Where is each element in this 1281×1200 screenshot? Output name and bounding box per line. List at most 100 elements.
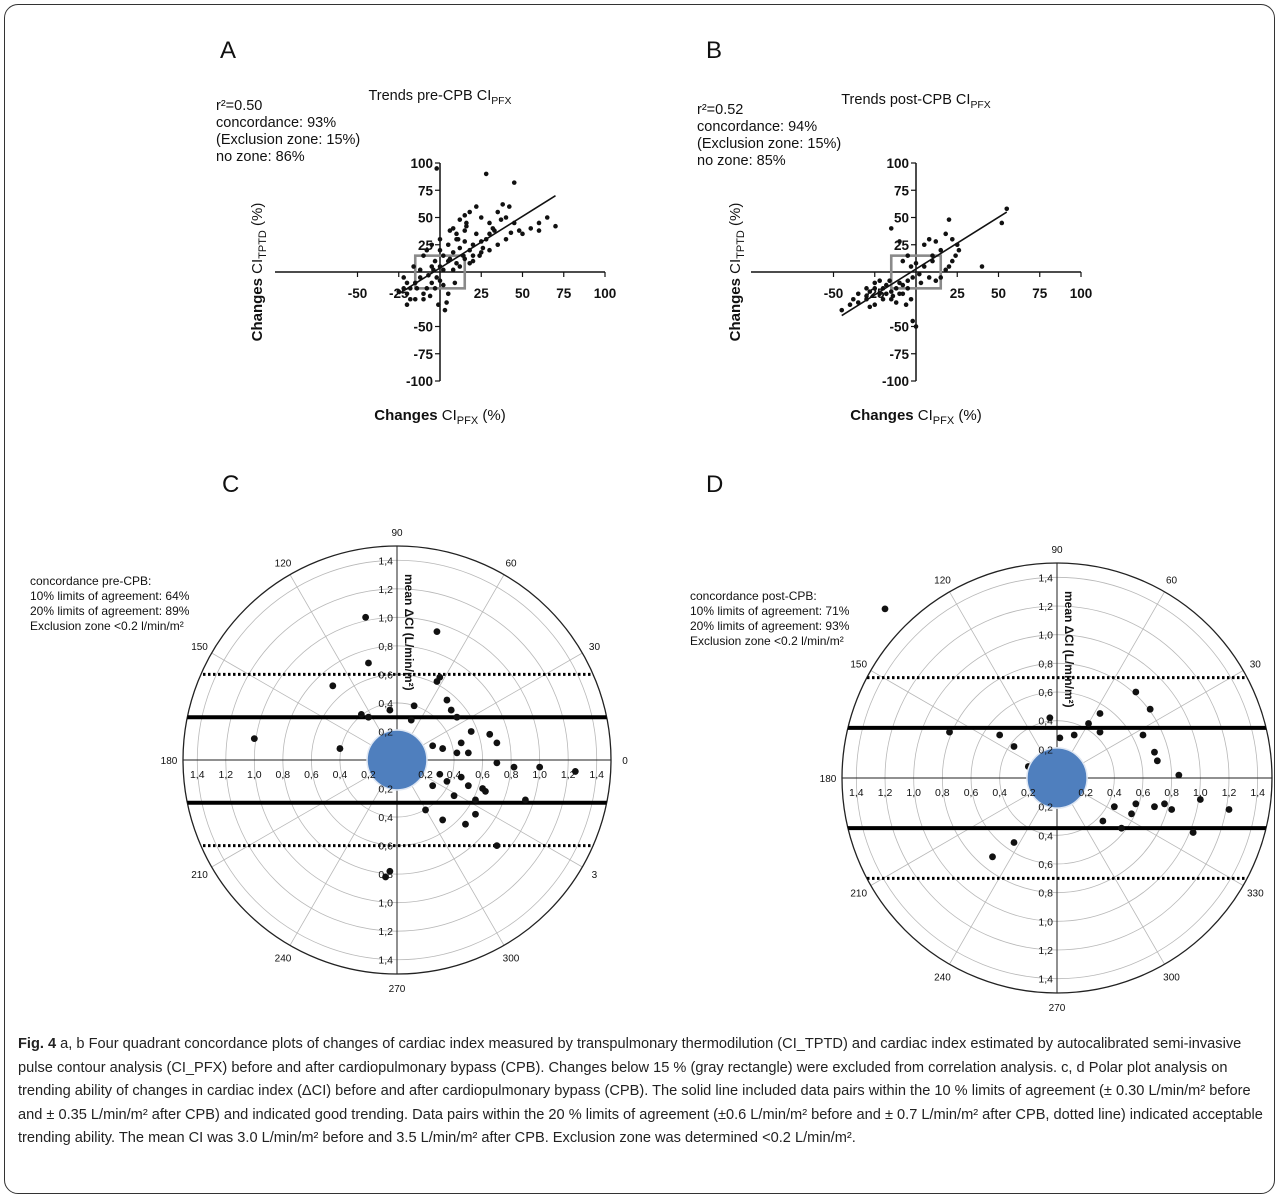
data-point	[467, 728, 475, 735]
data-point	[365, 713, 372, 721]
data-point	[908, 264, 914, 269]
y-tick-label: 25	[894, 238, 910, 253]
data-point	[453, 713, 461, 721]
data-point	[917, 271, 922, 277]
polar-spoke	[396, 759, 505, 946]
data-point	[536, 763, 544, 771]
data-point	[918, 280, 924, 286]
data-point	[441, 282, 446, 288]
data-point	[933, 239, 939, 244]
data-point	[851, 296, 856, 302]
data-point	[503, 237, 509, 242]
polar-legend-line: Exclusion zone <0.2 l/min/m²	[690, 634, 844, 648]
polar-y-tick-label: 1,0	[1038, 916, 1053, 928]
data-point	[571, 768, 579, 775]
data-point	[437, 247, 443, 253]
data-point	[447, 256, 453, 262]
stat-line: no zone: 85%	[697, 153, 786, 169]
data-point	[855, 300, 861, 305]
polar-spoke	[211, 759, 398, 868]
x-tick-label: 25	[950, 286, 966, 301]
data-point	[482, 787, 489, 795]
data-point	[880, 296, 886, 302]
data-point	[897, 280, 902, 286]
polar-x-tick-label: 1,0	[1193, 787, 1208, 799]
polar-angle-label: 90	[1051, 545, 1063, 556]
data-point	[444, 300, 449, 305]
data-point	[429, 242, 435, 248]
data-point	[498, 217, 504, 222]
panel-label-b: B	[706, 37, 722, 64]
data-point	[1046, 714, 1054, 722]
data-point	[445, 242, 451, 248]
data-point	[457, 739, 465, 747]
data-point	[447, 706, 455, 714]
data-point	[910, 275, 915, 280]
data-point	[510, 763, 518, 771]
data-point	[432, 286, 438, 291]
x-tick-label: 100	[1070, 286, 1093, 301]
data-point	[424, 286, 430, 291]
data-point	[950, 258, 955, 264]
polar-angle-label: 3	[592, 870, 598, 881]
polar-y-tick-label: 1,2	[1038, 945, 1053, 957]
data-point	[839, 307, 845, 313]
data-point	[495, 209, 501, 215]
data-point	[450, 267, 456, 273]
polar-y-tick-label: 1,0	[378, 612, 393, 624]
data-point	[404, 280, 410, 286]
data-point	[410, 702, 418, 710]
data-point	[401, 286, 407, 291]
polar-spoke	[870, 670, 1058, 779]
data-point	[946, 728, 953, 736]
polar-spoke	[1056, 777, 1165, 965]
polar-spoke	[396, 574, 505, 761]
polar-x-tick-label: 1,4	[589, 769, 604, 781]
polar-spoke	[949, 777, 1058, 965]
data-point	[450, 250, 456, 255]
polar-x-tick-label: 1,4	[1250, 787, 1265, 799]
data-point	[417, 267, 423, 273]
stat-line: concordance: 94%	[697, 119, 817, 135]
data-point	[429, 782, 437, 790]
polar-angle-label: 60	[1166, 576, 1178, 587]
exclusion-zone-disc	[1026, 747, 1088, 809]
data-point	[427, 293, 433, 299]
data-point	[433, 628, 441, 635]
polar-angle-label: 240	[934, 972, 951, 983]
polar-legend-line: concordance post-CPB:	[690, 589, 817, 603]
polar-y-tick-label: 0,4	[378, 812, 393, 824]
data-point	[421, 253, 426, 258]
polar-y-tick-label: 0,2	[378, 784, 393, 796]
data-point	[447, 228, 453, 233]
polar-y-tick-label: 1,4	[378, 955, 393, 967]
polar-x-tick-label: 1,0	[532, 769, 547, 781]
data-point	[520, 231, 525, 237]
polar-x-tick-label: 0,6	[475, 769, 490, 781]
data-point	[996, 731, 1004, 739]
data-point	[362, 613, 370, 621]
polar-x-tick-label: 0,4	[333, 769, 348, 781]
polar-legend-line: concordance pre-CPB:	[30, 574, 151, 588]
polar-angle-label: 150	[850, 660, 867, 671]
polar-spoke	[289, 759, 398, 946]
data-point	[1151, 748, 1158, 756]
data-point	[460, 253, 466, 258]
polar-x-tick-label: 1,4	[190, 769, 205, 781]
polar-angle-label: 60	[505, 559, 517, 570]
data-point	[408, 286, 413, 291]
data-point	[903, 302, 909, 308]
polar-y-tick-label: 0,4	[1038, 830, 1053, 842]
data-point	[412, 296, 418, 302]
data-point	[516, 228, 522, 233]
data-point	[943, 267, 948, 273]
data-point	[445, 291, 451, 297]
polar-legend-line: 20% limits of agreement: 89%	[30, 604, 190, 618]
data-point	[553, 223, 558, 229]
polar-y-tick-label: 0,2	[1038, 744, 1053, 756]
data-point	[872, 302, 878, 308]
stat-line: r²=0.52	[697, 102, 743, 118]
data-point	[454, 231, 459, 237]
data-point	[404, 291, 410, 297]
y-tick-label: 50	[894, 211, 909, 226]
